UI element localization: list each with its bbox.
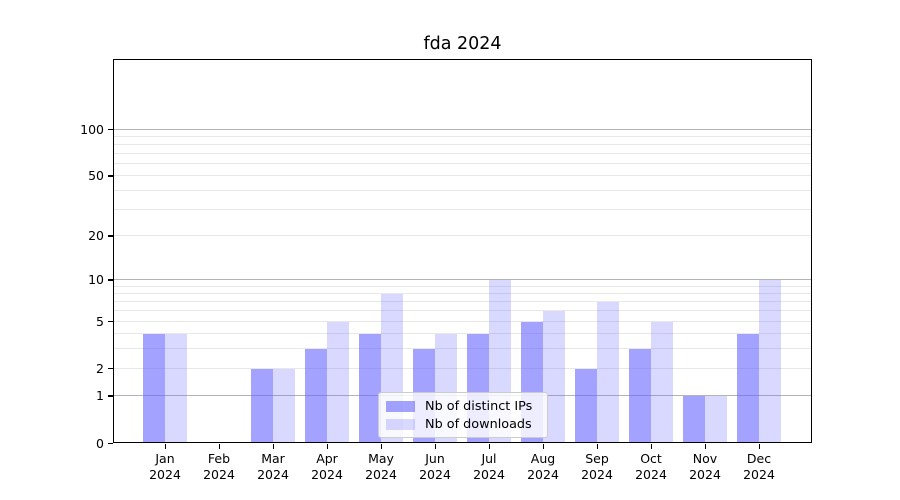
x-tick-label: Jun 2024 — [419, 451, 451, 482]
plot-area — [113, 59, 812, 443]
x-tick-mark — [164, 444, 166, 449]
x-tick-label: May 2024 — [365, 451, 397, 482]
gridline-minor — [114, 175, 811, 177]
x-tick-mark — [380, 444, 382, 449]
bar-distinct-ips-jan — [142, 334, 165, 442]
y-tick-mark — [108, 235, 113, 237]
gridline-major — [114, 128, 811, 130]
y-tick-mark — [108, 128, 113, 131]
y-tick-mark — [108, 320, 113, 323]
y-tick-label: 0 — [96, 435, 104, 451]
y-tick-label: 2 — [96, 360, 104, 376]
bar-downloads-nov — [704, 396, 727, 442]
legend-entry-distinct-ips: Nb of distinct IPs — [386, 398, 539, 415]
x-tick-label: Oct 2024 — [635, 451, 667, 482]
y-tick-label: 50 — [88, 168, 104, 184]
gridline-minor — [114, 152, 811, 154]
legend-swatch-downloads — [386, 419, 415, 430]
gridline-minor — [114, 285, 811, 287]
legend-box: Nb of distinct IPs Nb of downloads — [378, 392, 548, 438]
y-tick-mark — [108, 279, 113, 281]
x-tick-mark — [704, 444, 706, 449]
gridline-minor — [114, 320, 811, 322]
bar-distinct-ips-nov — [682, 396, 705, 442]
x-tick-mark — [542, 444, 544, 449]
bar-downloads-sep — [596, 302, 619, 442]
bar-downloads-aug — [542, 311, 565, 442]
legend-swatch-distinct-ips — [386, 401, 415, 412]
y-tick-mark — [108, 367, 113, 370]
y-tick-mark — [108, 395, 113, 397]
gridline-minor — [114, 367, 811, 369]
plot-inner — [114, 60, 811, 442]
legend-label-distinct-ips: Nb of distinct IPs — [425, 399, 533, 414]
y-tick-mark — [108, 175, 113, 177]
x-tick-mark — [218, 444, 220, 449]
gridline-major — [114, 279, 811, 281]
gridline-minor — [114, 293, 811, 295]
legend-label-downloads: Nb of downloads — [425, 417, 532, 432]
gridline-minor — [114, 235, 811, 237]
bar-downloads-jan — [164, 334, 187, 442]
x-tick-label: Apr 2024 — [311, 451, 343, 482]
bar-distinct-ips-mar — [250, 368, 273, 442]
x-tick-label: Dec 2024 — [743, 451, 775, 482]
y-tick-label: 5 — [96, 313, 104, 329]
x-tick-label: Mar 2024 — [257, 451, 289, 482]
bar-distinct-ips-sep — [574, 368, 597, 442]
gridline-minor — [114, 301, 811, 303]
x-tick-label: Feb 2024 — [203, 451, 235, 482]
x-tick-label: Nov 2024 — [689, 451, 721, 482]
chart-title: fda 2024 — [423, 34, 502, 54]
y-tick-label: 100 — [80, 121, 104, 137]
x-tick-mark — [272, 444, 274, 449]
bar-downloads-apr — [326, 321, 349, 442]
x-tick-mark — [488, 444, 490, 449]
x-tick-label: Sep 2024 — [581, 451, 613, 482]
x-tick-mark — [758, 444, 760, 449]
bar-distinct-ips-dec — [736, 334, 759, 442]
gridline-minor — [114, 189, 811, 191]
gridline-minor — [114, 333, 811, 335]
x-tick-label: Aug 2024 — [527, 451, 559, 482]
gridline-minor — [114, 209, 811, 210]
bar-distinct-ips-oct — [628, 349, 651, 442]
x-tick-mark — [326, 444, 328, 449]
gridline-minor — [114, 348, 811, 350]
gridline-minor — [114, 143, 811, 145]
x-tick-mark — [434, 444, 436, 449]
gridline-minor — [114, 162, 811, 164]
gridline-minor — [114, 310, 811, 312]
y-tick-label: 10 — [88, 272, 104, 288]
y-tick-mark — [108, 442, 113, 444]
x-tick-label: Jan 2024 — [149, 451, 181, 482]
legend-entry-downloads: Nb of downloads — [386, 416, 539, 433]
bar-downloads-dec — [758, 280, 781, 442]
y-tick-label: 1 — [96, 388, 104, 404]
x-tick-mark — [650, 444, 652, 449]
bar-distinct-ips-apr — [304, 349, 327, 442]
bar-distinct-ips-may — [358, 334, 381, 442]
x-tick-label: Jul 2024 — [473, 451, 505, 482]
bar-downloads-mar — [272, 368, 295, 442]
y-tick-label: 20 — [88, 228, 104, 244]
gridline-minor — [114, 135, 811, 137]
bar-downloads-oct — [650, 321, 673, 442]
x-tick-mark — [596, 444, 598, 449]
